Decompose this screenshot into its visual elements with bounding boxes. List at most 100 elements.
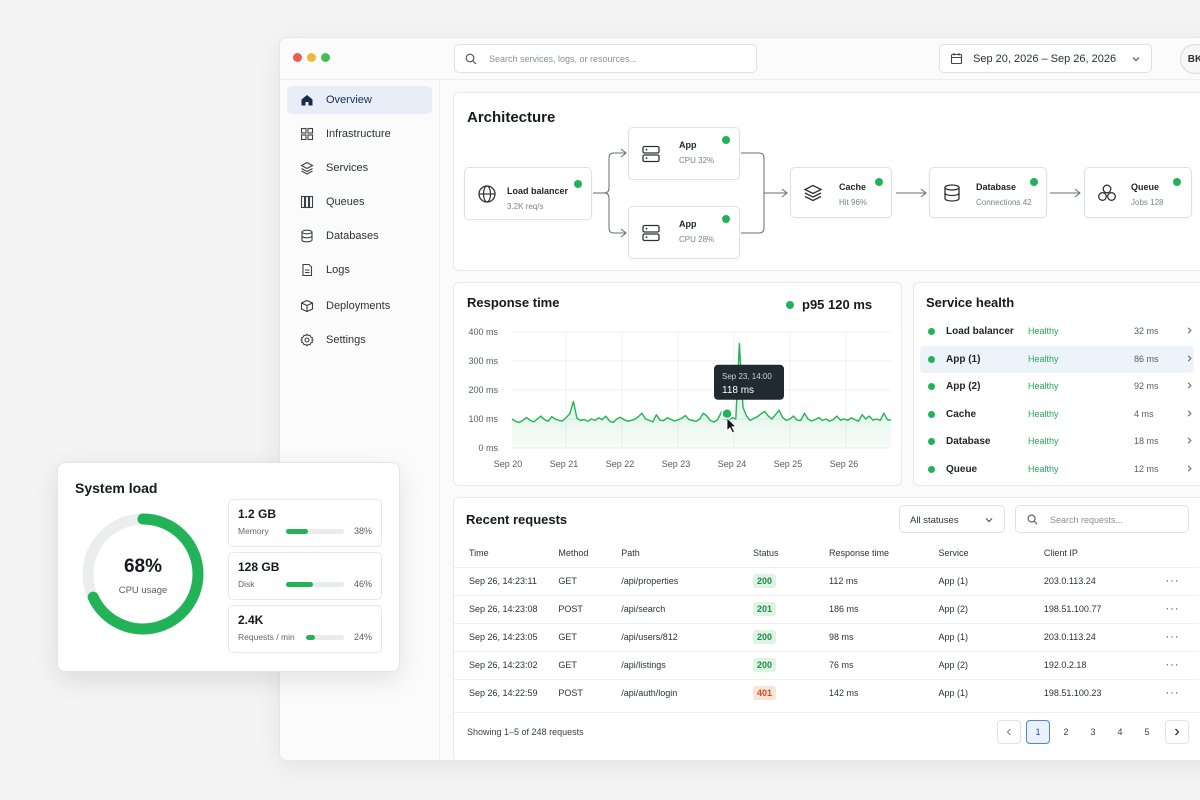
node-database[interactable]: Database Connections 42 (929, 167, 1047, 218)
node-cache[interactable]: Cache Hit 96% (790, 167, 892, 218)
status-dot (928, 355, 935, 363)
page-button-1[interactable]: 1 (1026, 720, 1050, 744)
chevron-right-icon (1187, 464, 1192, 472)
service-status: Healthy (1028, 408, 1059, 419)
health-row[interactable]: Cache Healthy 4 ms (920, 401, 1194, 428)
service-latency: 92 ms (1134, 381, 1159, 391)
sidebar-item-settings[interactable]: Settings (287, 326, 432, 354)
table-row[interactable]: Sep 26, 14:22:59 POST/api/auth/login 401 14… (454, 678, 1199, 707)
requests-search-input[interactable]: Search requests... (1015, 505, 1189, 533)
node-name: Cache (839, 182, 867, 192)
column-header-client-ip[interactable]: Client IP (1043, 547, 1078, 558)
next-page-button[interactable] (1165, 720, 1189, 744)
cell-service: App (1) (938, 622, 1044, 651)
metric-bar-fill (286, 582, 313, 587)
cell-path: /api/auth/login (621, 678, 753, 707)
cell-status: 200 (752, 650, 829, 679)
chevron-left-icon (1006, 728, 1011, 736)
more-icon[interactable]: ··· (1165, 603, 1180, 615)
sidebar-item-services[interactable]: Services (287, 154, 432, 182)
column-header-service[interactable]: Service (938, 547, 969, 558)
cell-service: App (2) (938, 594, 1044, 623)
more-icon[interactable]: ··· (1165, 575, 1180, 587)
database-icon (301, 229, 313, 243)
p95-dot (786, 300, 794, 309)
node-app-2[interactable]: App CPU 28% (628, 206, 740, 259)
column-header-response-time[interactable]: Response time (829, 547, 890, 558)
maximize-window-dot[interactable] (321, 53, 330, 62)
column-header-method[interactable]: Method (558, 547, 589, 558)
tooltip-box (714, 364, 784, 400)
prev-page-button[interactable] (997, 720, 1021, 744)
service-name: Load balancer (946, 326, 1014, 337)
cell-path: /api/search (621, 594, 753, 623)
cell-time: Sep 26, 14:23:02 (454, 650, 559, 679)
health-row[interactable]: Queue Healthy 12 ms (920, 456, 1194, 483)
sidebar-item-overview[interactable]: Overview (287, 86, 432, 114)
tooltip-value: 118 ms (722, 385, 754, 396)
health-row[interactable]: App (2) Healthy 92 ms (920, 373, 1194, 400)
node-name: Load balancer (507, 186, 569, 196)
table-row[interactable]: Sep 26, 14:23:11 GET/api/properties 200 112… (454, 566, 1199, 595)
node-metric: Hit 96% (839, 198, 868, 207)
date-range-picker[interactable]: Sep 20, 2026 – Sep 26, 2026 (939, 44, 1152, 73)
search-icon (1027, 514, 1038, 525)
sidebar-item-label: Overview (326, 94, 372, 106)
global-search-input[interactable]: Search services, logs, or resources... (454, 44, 757, 73)
status-dot (928, 328, 935, 335)
service-status: Healthy (1028, 381, 1059, 391)
table-row[interactable]: Sep 26, 14:23:02 GET/api/listings 200 76 ms… (454, 650, 1199, 679)
page-button-2[interactable]: 2 (1063, 727, 1069, 737)
sidebar-item-databases[interactable]: Databases (287, 222, 432, 250)
pagination-summary: Showing 1–5 of 248 requests (467, 727, 584, 737)
page-button-5[interactable]: 5 (1144, 727, 1150, 737)
column-header-time[interactable]: Time (469, 547, 489, 558)
status-badge: 200 (752, 630, 777, 644)
status-dot (928, 383, 935, 390)
node-queue[interactable]: Queue Jobs 128 (1084, 167, 1192, 218)
chevron-right-icon (1187, 437, 1192, 444)
user-avatar[interactable]: BK (1180, 44, 1200, 74)
health-row[interactable]: App (1) Healthy 86 ms (920, 345, 1194, 373)
sidebar-item-queues[interactable]: Queues (287, 188, 432, 216)
close-window-dot[interactable] (293, 53, 302, 62)
sidebar-item-logs[interactable]: Logs (287, 256, 432, 284)
sidebar-item-deployments[interactable]: Deployments (287, 292, 432, 320)
node-metric: CPU 28% (679, 235, 715, 244)
service-name: App (1) (946, 353, 981, 365)
health-row[interactable]: Load balancer Healthy 32 ms (920, 318, 1194, 345)
node-app-1[interactable]: App CPU 32% (628, 127, 740, 180)
service-name: App (2) (946, 381, 981, 392)
table-row[interactable]: Sep 26, 14:23:08 POST/api/search 201 186 ms… (454, 594, 1199, 623)
service-latency: 18 ms (1134, 436, 1159, 446)
layers-icon (803, 184, 823, 201)
column-header-status[interactable]: Status (752, 547, 779, 558)
more-icon[interactable]: ··· (1165, 687, 1180, 700)
more-icon[interactable]: ··· (1165, 659, 1180, 671)
more-icon[interactable]: ··· (1165, 631, 1180, 643)
x-tick-label: Sep 24 (718, 459, 747, 469)
service-name: Database (946, 436, 991, 447)
cell-response-time: 98 ms (829, 622, 939, 651)
status-dot (928, 465, 935, 473)
node-load-balancer[interactable]: Load balancer 3.2K req/s (464, 167, 592, 220)
metric-label: Memory (238, 526, 269, 536)
file-icon (302, 263, 313, 277)
queue-icon (1098, 184, 1116, 201)
page-button-3[interactable]: 3 (1090, 727, 1096, 737)
cell-method: GET (558, 566, 622, 595)
column-header-path[interactable]: Path (621, 547, 640, 558)
node-metric: 3.2K req/s (507, 202, 544, 211)
metric-requests: 2.4K Requests / min 24% (228, 605, 382, 653)
status-filter-select[interactable]: All statuses (899, 505, 1005, 533)
status-filter-value: All statuses (910, 515, 959, 526)
service-health-title: Service health (926, 295, 1015, 310)
sidebar-item-infrastructure[interactable]: Infrastructure (287, 120, 432, 148)
metric-percent: 46% (353, 579, 372, 589)
mouse-cursor-icon (726, 416, 737, 434)
page-button-4[interactable]: 4 (1117, 727, 1123, 737)
health-row[interactable]: Database Healthy 18 ms (920, 428, 1194, 455)
table-row[interactable]: Sep 26, 14:23:05 GET/api/users/812 200 98 m… (454, 622, 1199, 651)
minimize-window-dot[interactable] (307, 53, 316, 62)
status-dot (928, 410, 935, 418)
